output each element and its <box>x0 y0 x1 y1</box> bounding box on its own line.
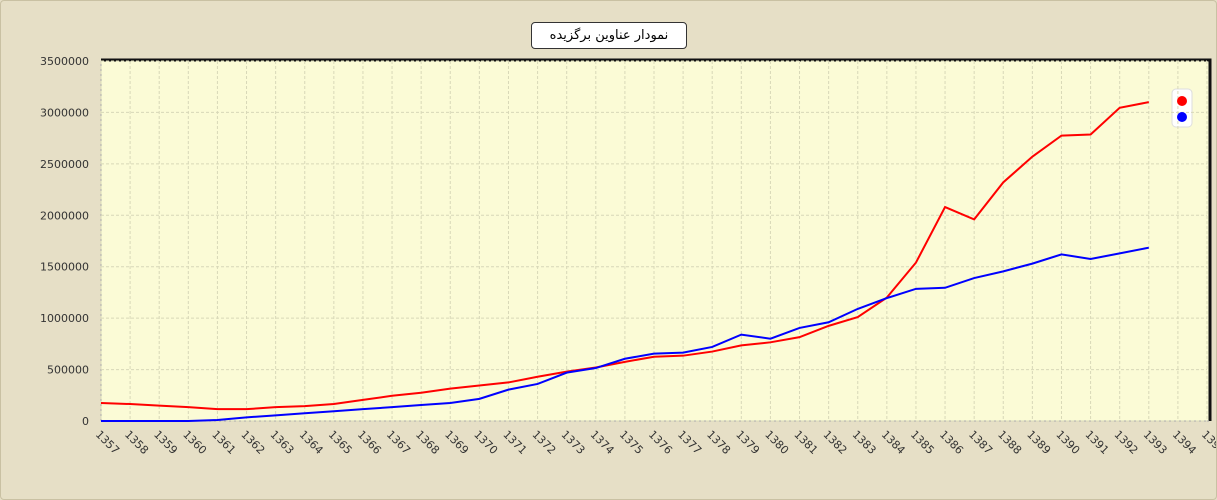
x-tick-label: 1374 <box>588 428 617 457</box>
x-tick-label: 1367 <box>384 428 413 457</box>
x-tick-label: 1366 <box>355 428 384 457</box>
y-tick-label: 3500000 <box>40 55 89 68</box>
line <box>100 101 1149 411</box>
legend-marker <box>1177 112 1187 122</box>
x-tick-label: 1363 <box>268 428 297 457</box>
x-tick-label: 1365 <box>326 428 355 457</box>
y-tick-label: 0 <box>82 415 89 428</box>
y-tick-label: 2500000 <box>40 158 89 171</box>
x-tick-label: 1359 <box>151 428 180 457</box>
x-tick-label: 1381 <box>791 428 820 457</box>
x-tick-label: 1383 <box>850 428 879 457</box>
x-tick-label: 1390 <box>1053 428 1082 457</box>
legend-marker <box>1177 96 1187 106</box>
x-tick-label: 1371 <box>500 428 529 457</box>
x-tick-label: 1385 <box>908 428 937 457</box>
plot-frame <box>101 58 1212 421</box>
x-tick-label: 1358 <box>122 428 151 457</box>
y-tick-label: 2000000 <box>40 209 89 222</box>
plot-area <box>101 61 1209 421</box>
x-tick-label: 1379 <box>733 428 762 457</box>
x-tick-label: 1395 <box>1199 428 1216 457</box>
x-tick-label: 1393 <box>1141 428 1170 457</box>
x-tick-label: 1368 <box>413 428 442 457</box>
x-tick-label: 1388 <box>995 428 1024 457</box>
x-tick-label: 1384 <box>879 428 908 457</box>
x-tick-label: 1370 <box>471 428 500 457</box>
x-tick-label: 1376 <box>646 428 675 457</box>
y-tick-label: 1000000 <box>40 312 89 325</box>
x-tick-label: 1377 <box>675 428 704 457</box>
x-tick-label: 1373 <box>559 428 588 457</box>
x-tick-label: 1380 <box>762 428 791 457</box>
y-tick-label: 3000000 <box>40 106 89 119</box>
y-tick-label: 500000 <box>47 364 89 377</box>
x-tick-label: 1391 <box>1082 428 1111 457</box>
x-tick-label: 1369 <box>442 428 471 457</box>
chart-title: نمودار عناوین برگزیده <box>531 22 687 49</box>
x-tick-label: 1378 <box>704 428 733 457</box>
x-tick-label: 1386 <box>937 428 966 457</box>
x-tick-label: 1360 <box>180 428 209 457</box>
x-tick-label: 1372 <box>529 428 558 457</box>
x-tick-label: 1382 <box>821 428 850 457</box>
legend <box>1171 88 1193 128</box>
line <box>101 246 1149 422</box>
x-tick-label: 1387 <box>966 428 995 457</box>
x-tick-label: 1389 <box>1024 428 1053 457</box>
x-tick-label: 1392 <box>1112 428 1141 457</box>
x-tick-label: 1364 <box>297 428 326 457</box>
x-tick-label: 1394 <box>1170 428 1199 457</box>
y-tick-label: 1500000 <box>40 261 89 274</box>
x-tick-label: 1375 <box>617 428 646 457</box>
x-tick-label: 1357 <box>93 428 122 457</box>
x-tick-label: 1362 <box>238 428 267 457</box>
x-tick-label: 1361 <box>209 428 238 457</box>
